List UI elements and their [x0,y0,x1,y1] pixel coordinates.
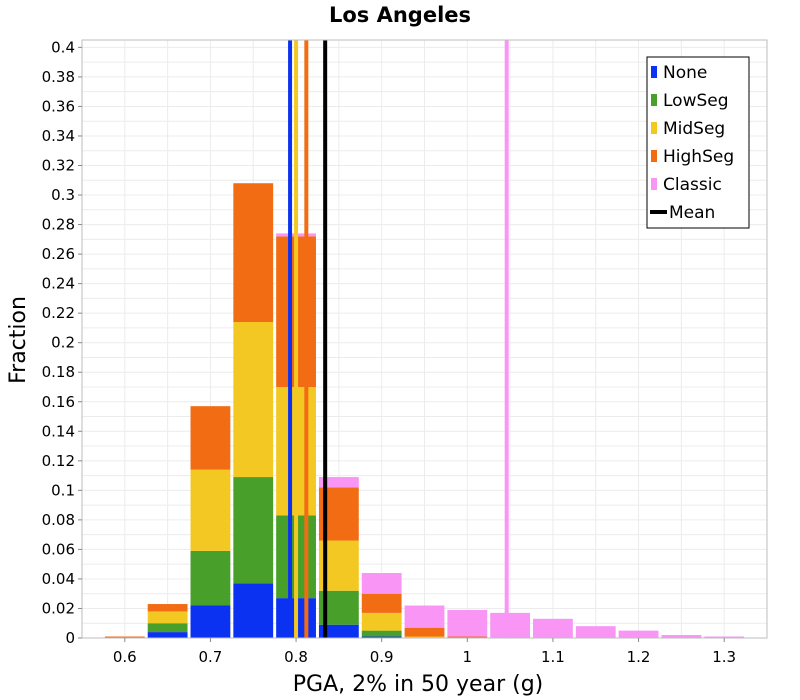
legend-label-classic: Classic [663,175,722,195]
y-tick-label: 0.02 [42,599,75,617]
y-tick-label: 0.22 [42,304,75,322]
x-tick-label: 1.3 [712,648,736,666]
x-tick-label: 1 [463,648,473,666]
legend-label-lowseg: LowSeg [663,91,729,111]
bar-midseg-2 [190,469,231,551]
bar-highseg-0 [104,636,145,638]
legend-swatch-highseg [651,150,657,162]
bar-classic-7 [404,605,445,628]
bar-none-6 [361,636,402,638]
bar-highseg-3 [233,183,274,323]
y-tick-label: 0.08 [42,511,75,529]
y-tick-label: 0.26 [42,245,75,263]
bar-highseg-6 [361,593,402,613]
y-tick-label: 0.28 [42,216,75,234]
bar-none-1 [147,632,188,638]
legend-label-highseg: HighSeg [663,147,734,167]
legend-swatch-mean [650,210,667,214]
legend-swatch-lowseg [651,94,657,106]
y-tick-label: 0.18 [42,363,75,381]
y-tick-label: 0.06 [42,540,75,558]
y-tick-label: 0.3 [51,186,75,204]
bar-classic-8 [447,609,488,637]
legend-label-mean: Mean [669,203,715,223]
y-tick-label: 0.4 [51,38,75,56]
x-tick-label: 0.6 [113,648,137,666]
legend-swatch-classic [651,178,657,190]
bar-lowseg-3 [233,477,274,584]
bar-highseg-1 [147,604,188,612]
legend-swatch-midseg [651,122,657,134]
bar-classic-9 [490,612,531,638]
legend: None LowSeg MidSeg HighSeg Classic Mean [646,56,750,229]
bar-classic-10 [533,618,573,638]
bar-highseg-2 [190,406,231,470]
bar-midseg-3 [233,322,274,478]
x-tick-label: 0.9 [370,648,394,666]
x-tick-label: 1.1 [541,648,565,666]
bar-lowseg-1 [147,623,188,633]
y-tick-label: 0.24 [42,275,75,293]
x-tick-label: 1.2 [627,648,651,666]
y-tick-label: 0.34 [42,127,75,145]
x-tick-label: 0.7 [199,648,223,666]
bar-midseg-7 [404,636,445,638]
bar-classic-5 [318,477,359,488]
bar-classic-13 [661,635,702,638]
legend-label-midseg: MidSeg [663,119,725,139]
bar-highseg-8 [447,636,488,638]
y-tick-label: 0.1 [51,481,75,499]
y-tick-label: 0.04 [42,570,75,588]
y-tick-label: 0.12 [42,452,75,470]
bar-classic-14 [704,636,745,638]
bar-highseg-7 [404,627,445,637]
bar-classic-12 [618,630,659,638]
bar-none-5 [318,624,359,638]
chart-title: Los Angeles [329,3,471,27]
y-tick-label: 0.2 [51,334,75,352]
bar-midseg-6 [361,612,402,631]
bar-classic-6 [361,573,402,594]
y-tick-label: 0.36 [42,97,75,115]
bar-none-2 [190,605,231,638]
bar-lowseg-2 [190,550,231,606]
y-tick-label: 0.14 [42,422,75,440]
bar-classic-11 [575,626,616,638]
bar-none-3 [233,583,274,638]
legend-swatch-none [651,66,657,78]
x-axis-label: PGA, 2% in 50 year (g) [293,672,544,697]
y-axis-ticks: 0 0.02 0.04 0.06 0.08 0.1 0.12 0.14 0.16 0.18 0.2 0… [42,38,82,647]
x-axis-ticks: 0.6 0.7 0.8 0.9 1 1.1 1.2 1.3 [113,638,736,666]
y-axis-label: Fraction [6,296,31,384]
y-tick-label: 0 [65,629,75,647]
legend-label-none: None [663,63,707,83]
y-tick-label: 0.16 [42,393,75,411]
y-tick-label: 0.32 [42,157,75,175]
y-tick-label: 0.38 [42,68,75,86]
bar-midseg-1 [147,611,188,624]
legend-box [646,56,750,229]
x-tick-label: 0.8 [284,648,308,666]
bar-lowseg-6 [361,630,402,637]
mean-lines-group [288,40,509,638]
plot-border [81,39,768,639]
